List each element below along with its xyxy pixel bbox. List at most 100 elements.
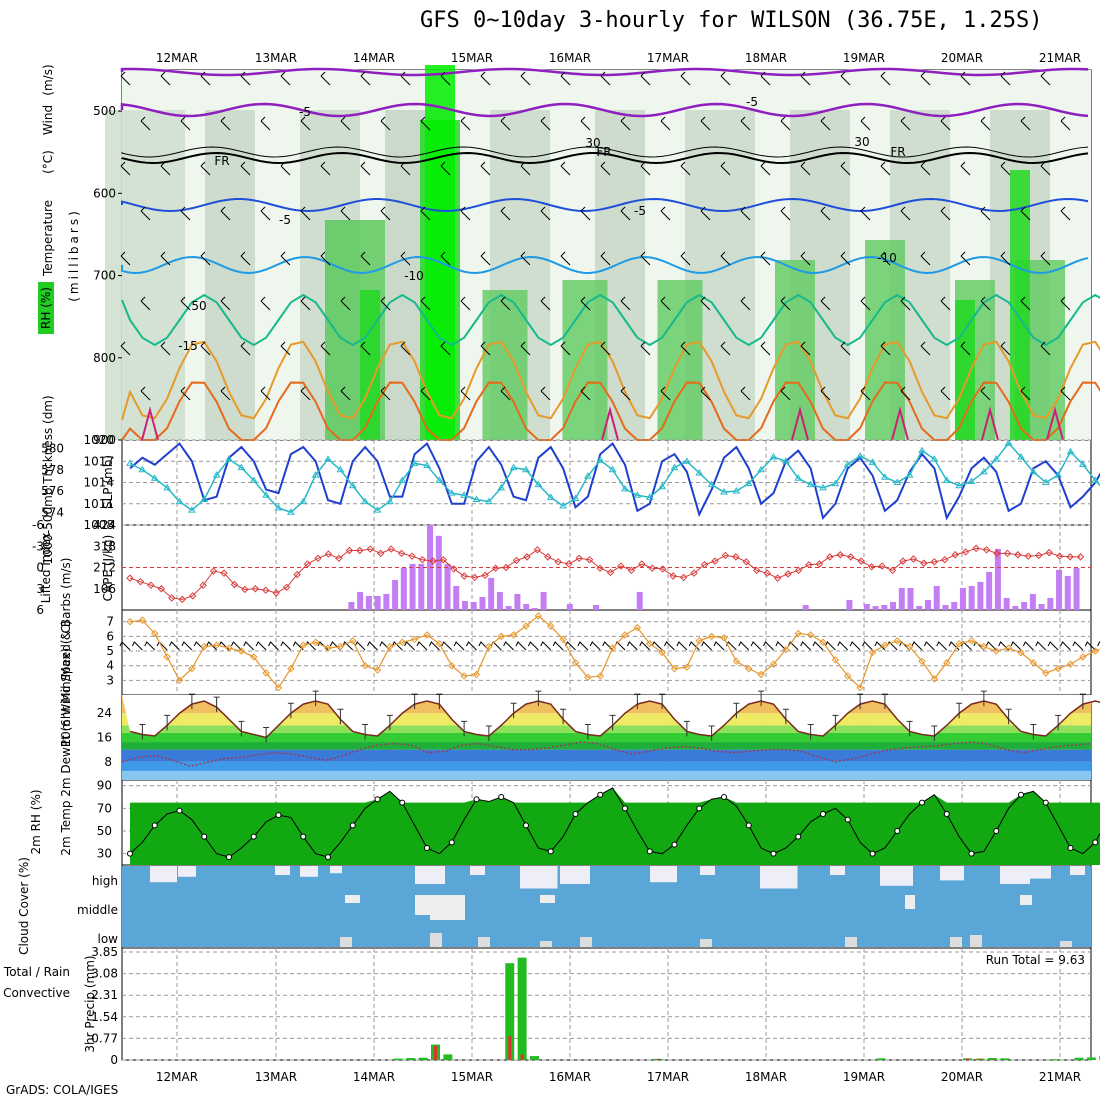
temp-contour-30 [981,406,999,441]
temp-minmax-bar [857,693,864,710]
wind-speed-point [683,663,691,671]
wind-barb [160,251,171,266]
y-axis-label-temp: 2m Temp 2m DewPt (6hr Min/Max) (°C) [59,620,73,855]
temp-minmax-bar [510,702,517,719]
rh-point [325,854,331,861]
wind-speed-point [126,618,134,626]
wind-barb-10m [577,641,589,651]
y-tick-label-wind: 5 [106,644,114,658]
y-tick-label-wind: 3 [106,673,114,687]
wind-barb [760,161,771,176]
wind-barb [440,251,451,266]
wind-speed-point [1054,664,1062,673]
wind-barb [300,296,311,311]
x-tick-label-top: 18MAR [745,51,787,65]
wind-barb [200,251,211,266]
wind-speed-point [547,622,555,630]
wind-barb [560,71,571,86]
y-axis-label-cloud: Cloud Cover (%) [17,857,31,955]
thickness-point [249,476,258,483]
cape-bar [1056,569,1063,610]
cape-bar [881,604,888,610]
y-tick-label-slp: 1020 [83,433,114,447]
wind-barb [600,251,611,266]
temp-minmax-bar [1030,723,1037,740]
y-tick-label-cape: 424 [93,518,116,532]
wind-barb-10m [280,641,292,651]
temp-minmax-bar [386,714,393,731]
wind-barb [920,161,931,176]
wind-barb [380,296,391,311]
thickness-point [324,455,332,462]
thickness-point [212,471,221,478]
cape-bar [409,563,416,610]
x-tick-label-top: 17MAR [647,51,689,65]
wind-barb-10m [626,641,638,651]
cloud-high [650,866,677,883]
x-tick-label-bottom: 18MAR [745,1070,787,1084]
y-tick-label-cape: 318 [93,539,116,553]
li-point [585,556,594,564]
temp-contour-20 [121,340,1100,421]
wind-barb [1020,386,1031,401]
wind-barb [920,251,931,266]
li-point [366,545,374,553]
thickness-point [843,460,852,467]
slp-line [129,441,1100,521]
li-point [1035,551,1043,560]
wind-barb [860,206,871,221]
wind-barb-10m [849,641,861,651]
wind-barb [880,341,891,356]
freezing-level-line [121,152,1089,165]
wind-barb [680,161,691,176]
wind-speed-point [237,647,246,655]
y-tick-label-li: 6 [36,603,44,617]
wind-barb [1040,71,1051,86]
wind-barb [120,161,131,176]
rh-point [473,796,480,803]
wind-barb [420,116,431,131]
thickness-point [1017,453,1025,460]
precip-total-bar [1000,1058,1010,1060]
temp-contour-5 [121,198,1089,213]
thickness-point [286,508,295,515]
y-tick-label-wind: 4 [106,659,114,673]
temp-contour-15 [121,293,1100,347]
wind-speed-point [336,642,345,651]
cape-bar [916,605,923,610]
temp-minmax-bar [461,720,468,737]
x-tick-label-bottom: 15MAR [451,1070,493,1084]
wind-barb [1040,341,1051,356]
cloud-high [880,866,913,886]
thickness-point [534,480,543,488]
temp-minmax-bar [832,714,839,731]
wind-barb [960,341,971,356]
wind-barb [340,116,351,131]
wind-barb-10m [1084,641,1096,651]
wind-barb [320,161,331,176]
contour-label: -5 [634,204,646,218]
wind-barb [740,296,751,311]
wind-speed-point [1004,644,1013,652]
rh-point [1018,791,1024,798]
wind-barb [640,251,651,266]
wind-barb [300,206,311,221]
wind-barb [580,386,591,401]
temp-minmax-bar [164,714,171,731]
contour-label: -10 [404,269,424,283]
wind-barb [1040,251,1051,266]
wind-barb [140,206,151,221]
thickness-point [373,506,382,513]
thickness-point [1078,460,1087,467]
thickness-point [720,488,728,495]
wind-speed-point [596,672,604,680]
wind-barb [520,341,531,356]
rh-point [399,799,406,806]
y-tick-label-precip: 3.08 [91,967,118,981]
wind-barb-10m [676,641,688,651]
wind-barb [220,386,231,401]
li-point [909,555,918,563]
cape-bar [496,591,503,610]
thickness-point [126,459,134,466]
y-tick-label-precip: 1.54 [91,1010,118,1024]
